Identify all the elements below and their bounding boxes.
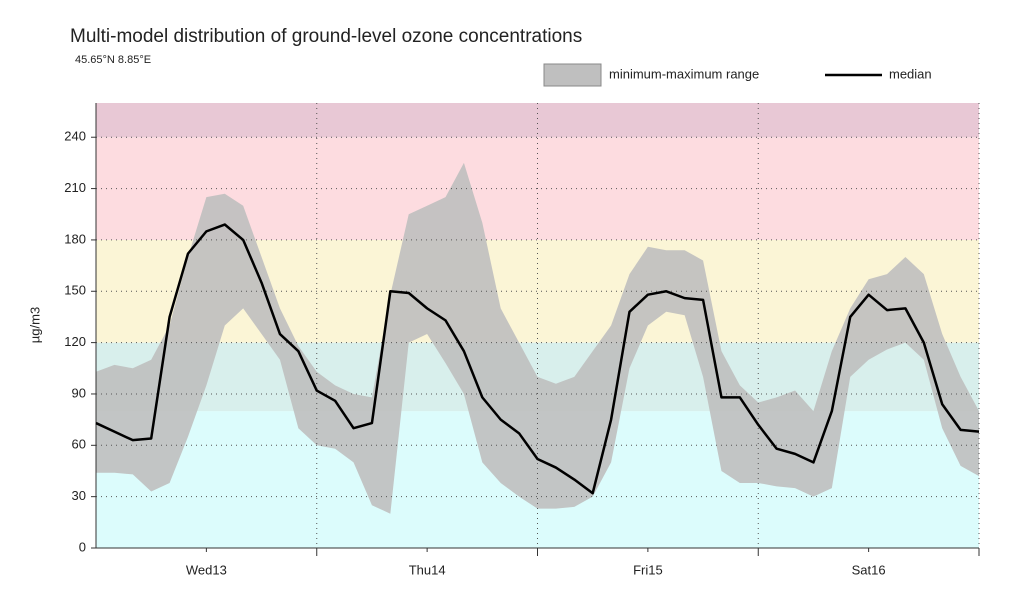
y-tick-label: 0	[79, 539, 86, 554]
y-tick-label: 30	[72, 488, 86, 503]
y-axis-label: µg/m3	[27, 307, 42, 343]
x-tick-label: Thu14	[409, 562, 446, 577]
x-tick-label: Fri15	[633, 562, 663, 577]
y-tick-label: 60	[72, 437, 86, 452]
y-tick-label: 120	[64, 334, 86, 349]
legend-label: median	[889, 66, 932, 81]
chart-subtitle: 45.65°N 8.85°E	[75, 54, 151, 66]
y-tick-label: 90	[72, 385, 86, 400]
chart-title: Multi-model distribution of ground-level…	[70, 26, 582, 47]
y-tick-label: 180	[64, 231, 86, 246]
legend: minimum-maximum range median	[543, 63, 932, 87]
x-tick-label: Wed13	[186, 562, 227, 577]
legend-label: minimum-maximum range	[609, 66, 759, 81]
y-tick-label: 210	[64, 180, 86, 195]
y-tick-label: 240	[64, 129, 86, 144]
median-line	[95, 223, 980, 495]
x-tick-label: Sat16	[852, 562, 886, 577]
legend-swatch	[543, 63, 602, 87]
y-tick-label: 150	[64, 283, 86, 298]
